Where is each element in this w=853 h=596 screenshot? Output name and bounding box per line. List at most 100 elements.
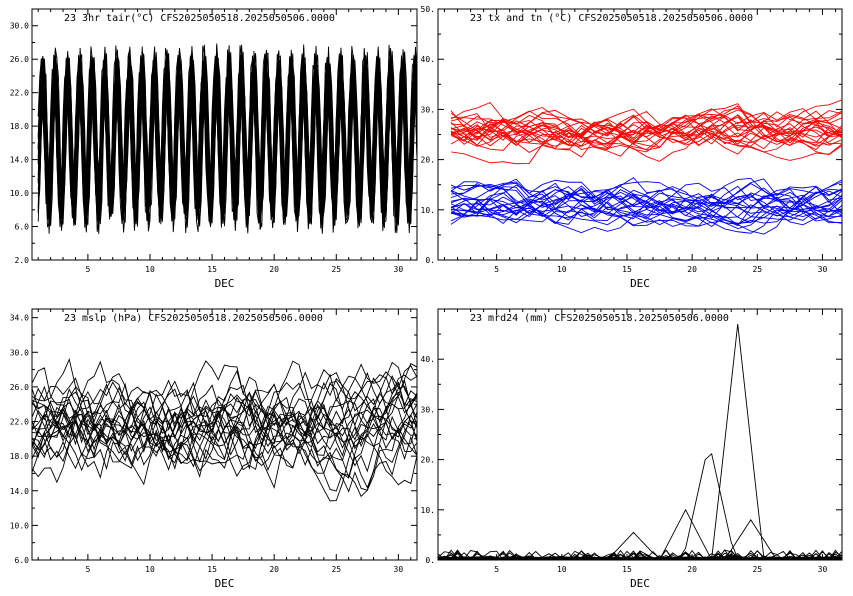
x-tick-label: 30	[394, 565, 404, 574]
x-tick-label: 5	[85, 565, 90, 574]
y-tick-label: 22.0	[10, 418, 29, 427]
y-tick-label: 26.0	[10, 55, 29, 64]
mslp-member-line	[32, 371, 417, 463]
tx-member-line	[451, 120, 842, 147]
x-tick-label: 15	[622, 565, 632, 574]
mslp-member-line	[32, 360, 417, 441]
y-tick-label: 6.0	[15, 223, 30, 232]
y-tick-label: 30.	[421, 105, 435, 114]
tair-title: 23 3hr tair(°C) CFS2025050518.2025050506…	[64, 13, 335, 24]
x-tick-label: 30	[818, 265, 828, 274]
x-tick-label: 5	[494, 565, 499, 574]
tn-member-line	[450, 186, 842, 225]
y-tick-label: 10.	[421, 506, 435, 515]
y-tick-label: 6.0	[15, 556, 30, 565]
x-tick-label: 20	[687, 265, 697, 274]
x-tick-label: 25	[331, 265, 341, 274]
mrd24-plot-frame	[437, 308, 843, 561]
x-tick-label: 30	[818, 565, 828, 574]
x-tick-label: 20	[269, 565, 279, 574]
tx-member-line	[450, 114, 842, 148]
mslp-member-line	[32, 381, 417, 474]
x-tick-label: 25	[752, 265, 762, 274]
txtn-panel: 5 10 15 20 25 30 0. 10. 20. 30. 40. 50. 23 tx and t…	[421, 5, 843, 290]
x-tick-label: 5	[85, 265, 90, 274]
mrd24-panel: 5 10 15 20 25 30 0. 10. 20. 30. 40. 23 mrd24 (mm) …	[421, 308, 843, 590]
tx-member-line	[450, 108, 842, 145]
y-tick-label: 20.	[421, 456, 435, 465]
x-tick-label: 10	[145, 265, 155, 274]
tn-member-line	[450, 185, 842, 225]
y-tick-label: 40.	[421, 355, 435, 364]
x-tick-label: 20	[269, 265, 279, 274]
y-tick-label: 14.0	[10, 156, 29, 165]
tair-panel: 5 10 15 20 25 30 2.0 6.0 10.0 14.0 18.0 22.0 26.0 30.…	[10, 8, 418, 290]
y-tick-label: 0.	[425, 556, 435, 565]
mslp-member-line	[32, 367, 417, 493]
mslp-member-line	[32, 360, 417, 473]
tx-member-line	[450, 113, 842, 147]
tn-member-line	[450, 181, 842, 230]
y-tick-label: 2.0	[15, 256, 30, 265]
y-tick-label: 30.	[421, 405, 435, 414]
x-tick-label: 5	[494, 265, 499, 274]
tair-member-line	[37, 45, 417, 233]
mslp-title: 23 mslp (hPa) CFS2025050518.2025050506.0…	[64, 313, 323, 324]
x-tick-label: 20	[687, 565, 697, 574]
mslp-member-line	[32, 365, 417, 469]
mslp-member-line	[32, 368, 417, 472]
tair-member-line	[37, 60, 417, 216]
y-tick-label: 50.	[421, 5, 435, 14]
mrd24-xlabel: DEC	[630, 577, 650, 590]
mrd24-member-line	[438, 549, 842, 560]
tx-member-line	[450, 121, 842, 165]
x-tick-label: 15	[622, 265, 632, 274]
tx-member-line	[450, 109, 842, 144]
mslp-member-line	[32, 379, 417, 492]
tn-member-line	[450, 177, 842, 216]
tn-member-line	[450, 181, 842, 220]
y-tick-label: 22.0	[10, 89, 29, 98]
tx-member-line	[451, 113, 842, 145]
tn-member-line	[450, 185, 842, 222]
x-tick-label: 30	[394, 265, 404, 274]
tx-member-line	[450, 116, 842, 153]
txtn-xlabel: DEC	[630, 277, 650, 290]
tn-member-line	[450, 189, 842, 225]
y-tick-label: 14.0	[10, 487, 29, 496]
tx-member-line	[450, 115, 842, 161]
mslp-member-line	[32, 362, 417, 463]
y-tick-label: 10.0	[10, 521, 29, 530]
tn-member-line	[450, 179, 842, 227]
tn-member-line	[450, 182, 842, 226]
mslp-panel: 5 10 15 20 25 30 6.0 10.0 14.0 18.0 22.0 26.0 30.0 34…	[10, 308, 418, 590]
y-tick-label: 0.	[425, 256, 435, 265]
tx-member-line	[450, 118, 842, 151]
mrd24-title: 23 mrd24 (mm) CFS2025050518.2025050506.0…	[470, 313, 729, 324]
tn-member-line	[450, 178, 842, 219]
mrd24-member-line	[438, 452, 842, 560]
x-tick-label: 25	[752, 565, 762, 574]
x-tick-label: 25	[331, 565, 341, 574]
y-tick-label: 10.0	[10, 189, 29, 198]
x-tick-label: 10	[557, 265, 567, 274]
mslp-member-line	[32, 357, 417, 486]
tx-member-line	[450, 110, 842, 155]
x-tick-label: 15	[207, 565, 217, 574]
x-tick-label: 15	[207, 265, 217, 274]
txtn-title: 23 tx and tn (°C) CFS2025050518.20250505…	[470, 13, 753, 24]
mslp-member-line	[32, 384, 417, 498]
tair-member-line	[37, 57, 417, 221]
mslp-xlabel: DEC	[215, 577, 235, 590]
y-tick-label: 18.0	[10, 452, 29, 461]
tair-xlabel: DEC	[215, 277, 235, 290]
y-tick-label: 30.0	[10, 22, 29, 31]
mrd24-member-line	[438, 551, 842, 560]
tn-member-line	[450, 197, 842, 235]
y-tick-label: 10.	[421, 206, 435, 215]
mslp-member-line	[32, 380, 417, 479]
tn-member-line	[450, 177, 842, 209]
tx-member-line	[450, 110, 842, 143]
y-tick-label: 20.	[421, 156, 435, 165]
